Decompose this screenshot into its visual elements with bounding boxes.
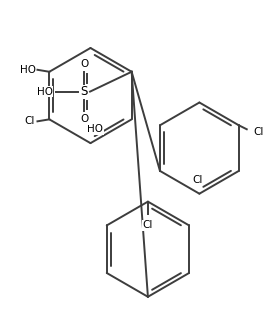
Text: Cl: Cl	[24, 116, 35, 126]
Text: HO: HO	[19, 65, 36, 75]
Text: O: O	[80, 59, 88, 69]
Text: Cl: Cl	[143, 220, 153, 231]
Text: S: S	[80, 85, 88, 98]
Text: HO: HO	[36, 86, 53, 97]
Text: Cl: Cl	[192, 175, 203, 185]
Text: Cl: Cl	[254, 127, 264, 137]
Text: O: O	[80, 114, 88, 124]
Text: HO: HO	[88, 124, 103, 134]
